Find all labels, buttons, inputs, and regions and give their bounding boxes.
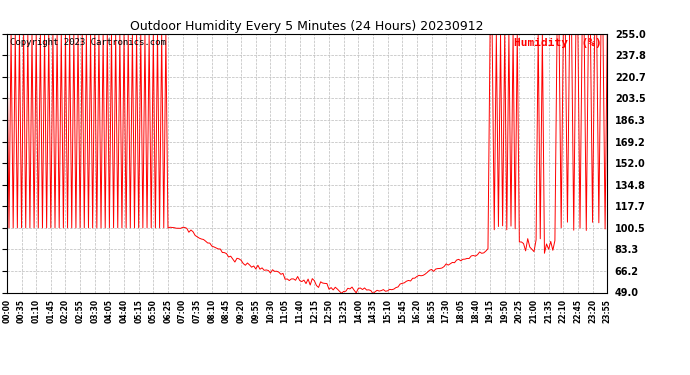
Text: Humidity  (%): Humidity (%) xyxy=(514,38,602,48)
Text: Copyright 2023 Cartronics.com: Copyright 2023 Cartronics.com xyxy=(10,38,166,46)
Title: Outdoor Humidity Every 5 Minutes (24 Hours) 20230912: Outdoor Humidity Every 5 Minutes (24 Hou… xyxy=(130,20,484,33)
